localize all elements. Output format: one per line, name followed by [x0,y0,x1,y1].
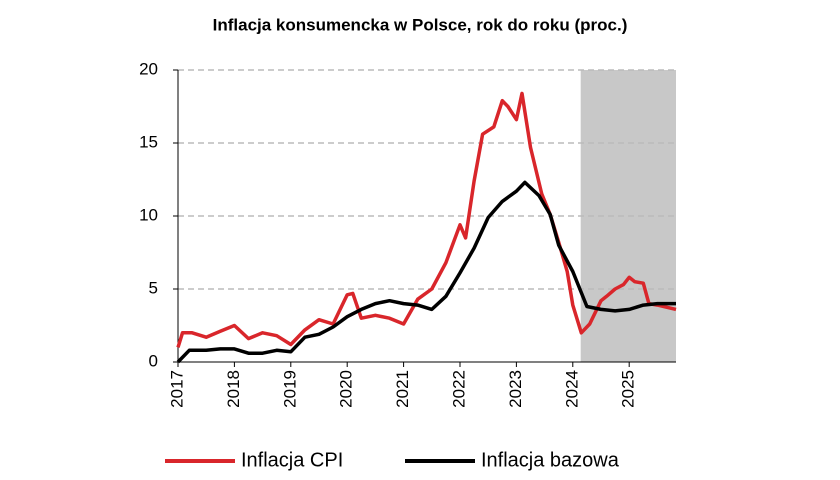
legend-label: Inflacja bazowa [481,449,620,471]
y-tick-label: 5 [149,278,158,297]
series-line [176,180,676,364]
x-tick-label: 2021 [393,370,412,408]
x-tick-label: 2025 [619,370,638,408]
x-tick-label: 2020 [337,370,356,408]
x-tick-label: 2023 [506,370,525,408]
x-tick-label: 2017 [167,370,186,408]
x-tick-label: 2024 [562,370,581,408]
y-tick-label: 20 [139,59,158,78]
x-tick-label: 2018 [224,370,243,408]
x-tick-label: 2019 [280,370,299,408]
y-tick-label: 0 [149,351,158,370]
legend-label: Inflacja CPI [241,449,343,471]
x-tick-label: 2022 [449,370,468,408]
chart-title: Inflacja konsumencka w Polsce, rok do ro… [213,15,628,34]
y-tick-label: 15 [139,132,158,151]
y-tick-label: 10 [139,205,158,224]
series-line [176,91,677,348]
